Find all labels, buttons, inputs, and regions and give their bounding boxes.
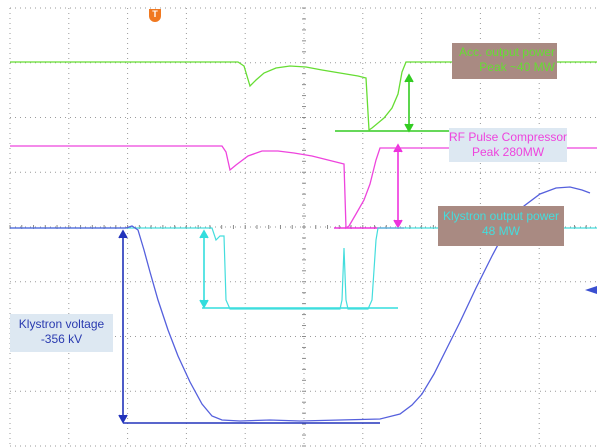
klystron-voltage-label: Klystron voltage -356 kV — [10, 314, 113, 352]
klystron-output-power-value: 48 MW — [481, 224, 520, 238]
rf-pulse-compressor-title: RF Pulse Compressor — [449, 130, 568, 144]
level-arrow-icon — [585, 286, 597, 294]
klystron-output-power-label: Klystron output power 48 MW — [438, 206, 564, 246]
klystron-voltage-marker — [118, 229, 380, 424]
series-line-rf-pulse-compressor — [10, 145, 597, 230]
series-line-klystron-output-power — [10, 227, 597, 310]
acc-output-power-peak: Peak ~40 MW — [479, 60, 555, 74]
klystron-voltage-title: Klystron voltage — [18, 317, 105, 331]
rf-pulse-compressor-label: RF Pulse Compressor Peak 280MW — [449, 128, 567, 162]
trigger-marker: T — [149, 9, 161, 22]
rf-pulse-compressor-peak: Peak 280MW — [471, 145, 545, 159]
series-line-acc-output-power — [10, 61, 597, 132]
acc-peak-marker — [335, 73, 452, 133]
klystron-power-marker — [199, 229, 398, 309]
acc-output-power-label: Acc. output power Peak ~40 MW — [452, 43, 557, 79]
klystron-voltage-value: -356 kV — [40, 332, 83, 346]
klystron-output-power-title: Klystron output power — [442, 209, 560, 223]
trigger-label: T — [152, 9, 158, 19]
acc-output-power-title: Acc. output power — [458, 45, 555, 59]
